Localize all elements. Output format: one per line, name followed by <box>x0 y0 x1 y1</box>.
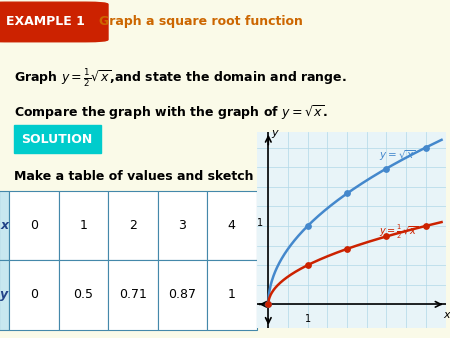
Point <box>265 301 272 307</box>
Point <box>422 223 429 228</box>
Point <box>304 262 311 268</box>
Text: Make a table of values and sketch the graph.: Make a table of values and sketch the gr… <box>14 170 331 184</box>
Point <box>422 145 429 150</box>
Point <box>383 166 390 171</box>
Text: Graph a square root function: Graph a square root function <box>99 15 303 28</box>
Point <box>343 191 351 196</box>
Text: SOLUTION: SOLUTION <box>21 133 92 146</box>
Point <box>304 223 311 228</box>
Text: Graph $y = \frac{1}{2}\sqrt{x}$,and state the domain and range.: Graph $y = \frac{1}{2}\sqrt{x}$,and stat… <box>14 68 346 89</box>
FancyBboxPatch shape <box>0 2 108 42</box>
Text: EXAMPLE 1: EXAMPLE 1 <box>5 15 85 28</box>
Point <box>343 246 351 251</box>
Text: y: y <box>271 128 278 138</box>
Text: 1: 1 <box>305 314 311 323</box>
Text: 1: 1 <box>257 218 264 228</box>
Text: $y = \frac{1}{2}\sqrt{x}$: $y = \frac{1}{2}\sqrt{x}$ <box>378 223 418 241</box>
Text: Compare the graph with the graph of $y = \sqrt{x}$.: Compare the graph with the graph of $y =… <box>14 103 328 121</box>
Text: $y = \sqrt{x}$: $y = \sqrt{x}$ <box>378 149 415 163</box>
Point <box>265 301 272 307</box>
Text: x: x <box>444 310 450 320</box>
FancyBboxPatch shape <box>14 125 101 153</box>
Point <box>383 234 390 239</box>
